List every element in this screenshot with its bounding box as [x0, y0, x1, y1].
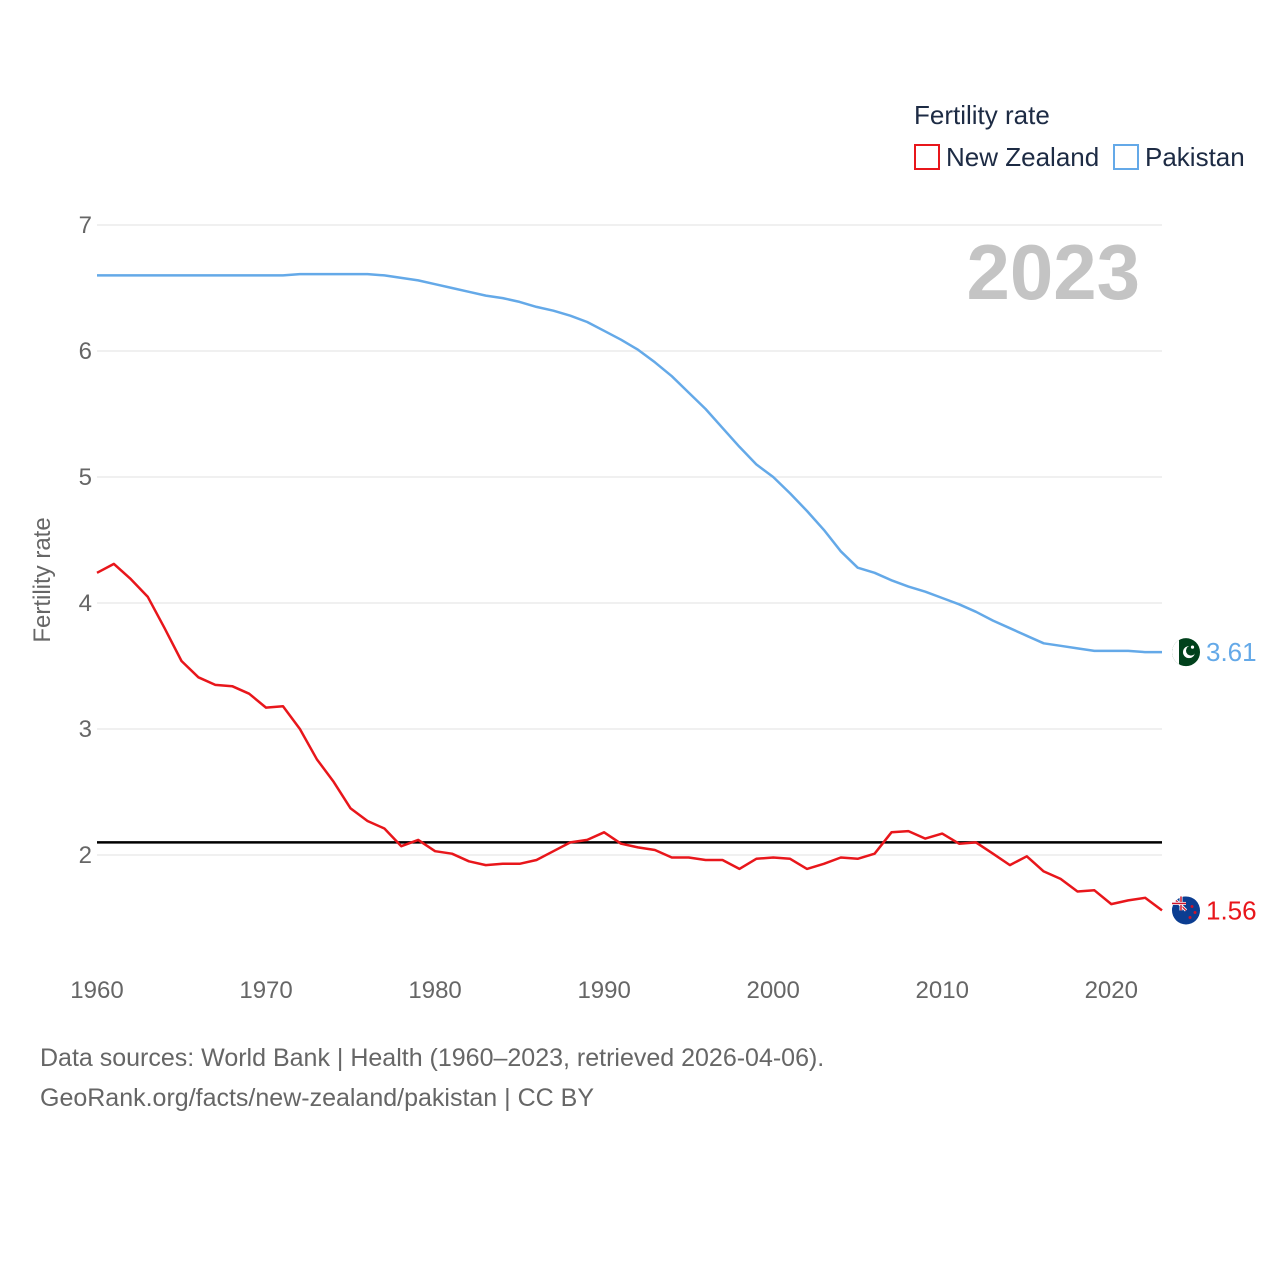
- legend-label-pakistan: Pakistan: [1145, 142, 1245, 172]
- legend-label-new-zealand: New Zealand: [946, 142, 1099, 172]
- x-tick-label: 1960: [70, 977, 123, 1004]
- legend-item-pakistan[interactable]: Pakistan: [1113, 142, 1245, 172]
- source-line-1: Data sources: World Bank | Health (1960–…: [40, 1044, 825, 1072]
- x-tick-label: 1970: [239, 977, 292, 1004]
- gridlines: [97, 224, 1162, 856]
- new-zealand-flag-icon: [1172, 896, 1200, 925]
- series-line-new-zealand[interactable]: [96, 562, 1163, 912]
- x-tick-label: 2000: [746, 977, 799, 1004]
- y-tick-label: 2: [79, 842, 92, 869]
- y-tick-label: 5: [79, 464, 92, 491]
- legend: Fertility rate New Zealand Pakistan: [914, 100, 1245, 172]
- y-tick-labels: 2 3 4 5 6 7: [79, 212, 92, 869]
- legend-title: Fertility rate: [914, 100, 1050, 130]
- legend-item-new-zealand[interactable]: New Zealand: [914, 142, 1099, 172]
- source-line-2[interactable]: GeoRank.org/facts/new-zealand/pakistan |…: [40, 1084, 594, 1112]
- legend-swatch-new-zealand: [914, 144, 940, 170]
- new-zealand-end-value: 1.56: [1206, 895, 1257, 925]
- x-tick-label: 2020: [1085, 977, 1138, 1004]
- year-label: 2023: [966, 228, 1140, 316]
- pakistan-end-value: 3.61: [1206, 637, 1257, 667]
- series-layer: [96, 272, 1163, 912]
- y-tick-label: 6: [79, 338, 92, 365]
- x-tick-label: 1990: [577, 977, 630, 1004]
- series-line-pakistan[interactable]: [97, 272, 1162, 654]
- y-tick-label: 4: [79, 590, 92, 617]
- x-tick-labels: 1960 1970 1980 1990 2000 2010 2020: [70, 977, 1138, 1004]
- legend-swatch-pakistan: [1113, 144, 1139, 170]
- y-tick-label: 7: [79, 212, 92, 239]
- x-tick-label: 2010: [916, 977, 969, 1004]
- pakistan-flag-icon: [1172, 638, 1200, 667]
- x-tick-label: 1980: [408, 977, 461, 1004]
- y-axis-title: Fertility rate: [29, 517, 56, 642]
- y-tick-label: 3: [79, 716, 92, 743]
